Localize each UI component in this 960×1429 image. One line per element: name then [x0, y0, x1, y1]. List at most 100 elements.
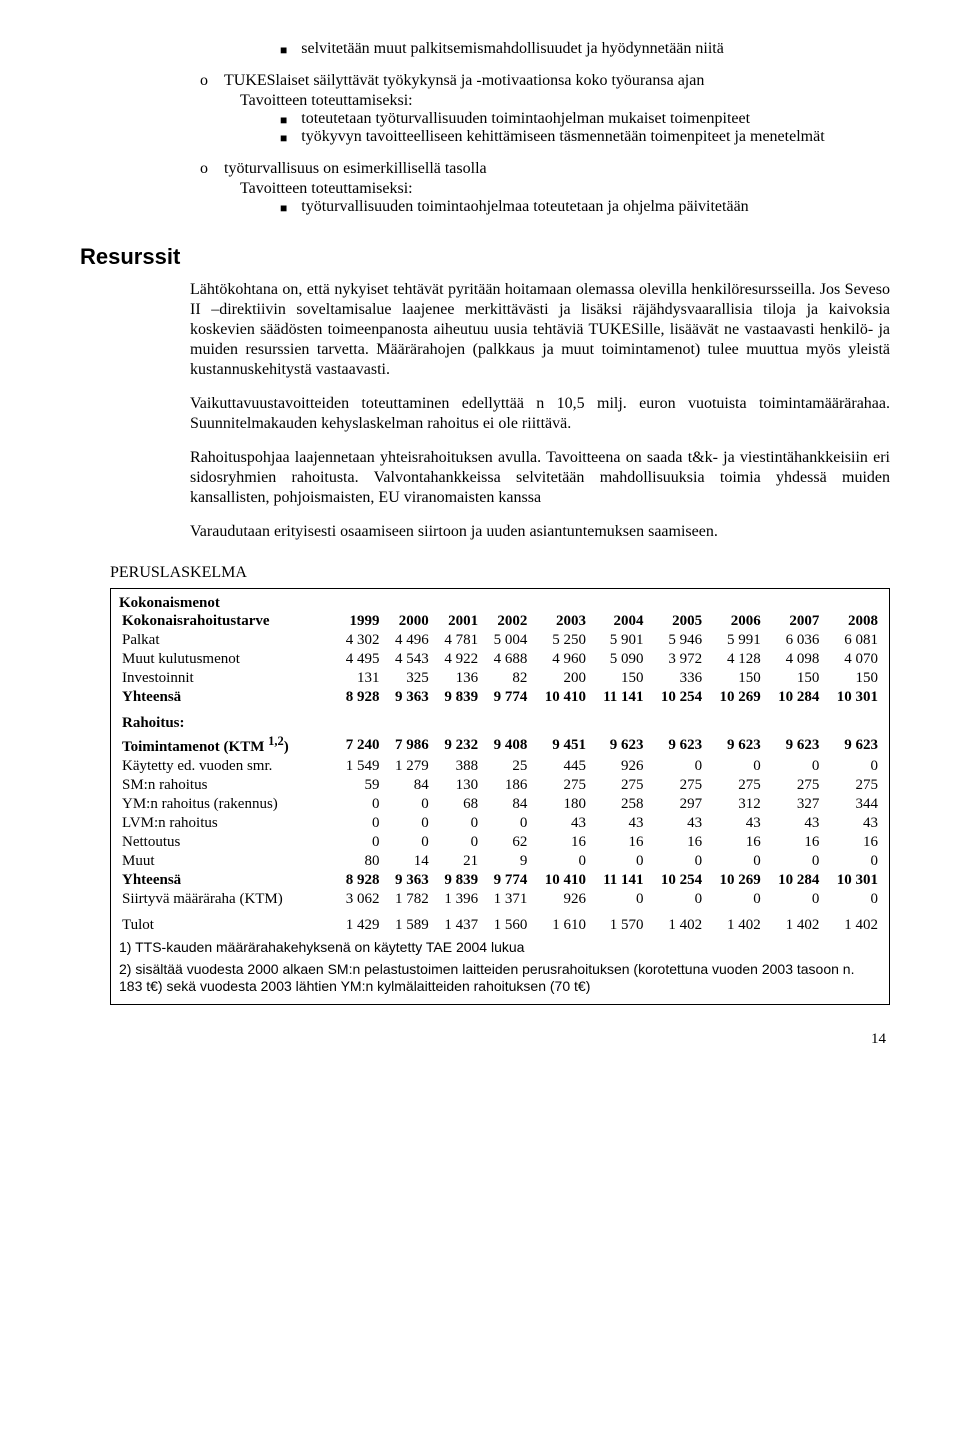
cell-value: 59: [333, 776, 382, 795]
table-row: Palkat4 3024 4964 7815 0045 2505 9015 94…: [119, 631, 881, 650]
cell-value: 4 922: [432, 650, 481, 669]
table-title: PERUSLASKELMA: [110, 564, 890, 582]
table-header-row: Kokonaisrahoitustarve1999200020012002200…: [119, 612, 881, 631]
square-bullet-icon: ■: [280, 201, 287, 216]
cell-value: 4 781: [432, 631, 481, 650]
circle-marker-icon: o: [200, 160, 208, 178]
cell-value: 258: [589, 795, 647, 814]
cell-value: 0: [764, 890, 823, 909]
cell-value: 180: [530, 795, 589, 814]
cell-value: 1 782: [383, 890, 432, 909]
cell-value: 9 839: [432, 688, 481, 707]
list-subline: Tavoitteen toteuttamiseksi:: [240, 92, 890, 110]
cell-value: 11 141: [589, 871, 647, 890]
cell-value: 9 839: [432, 871, 481, 890]
cell-value: 9 623: [647, 733, 706, 757]
cell-value: 7 240: [333, 733, 382, 757]
cell-value: 0: [822, 852, 881, 871]
paragraph: Lähtökohtana on, että nykyiset tehtävät …: [190, 280, 890, 380]
cell-value: 1 437: [432, 909, 481, 935]
table-subheading: Kokonaismenot: [119, 595, 881, 612]
cell-value: 275: [647, 776, 706, 795]
table-row: Toimintamenot (KTM 1,2)7 2407 9869 2329 …: [119, 733, 881, 757]
cell-value: 0: [764, 852, 823, 871]
cell-value: 9 232: [432, 733, 481, 757]
cell-value: 21: [432, 852, 481, 871]
column-header: 2005: [647, 612, 706, 631]
cell-value: 325: [383, 669, 432, 688]
cell-value: 4 070: [822, 650, 881, 669]
cell-value: 1 429: [333, 909, 382, 935]
cell-value: 9 623: [822, 733, 881, 757]
row-label: Palkat: [119, 631, 333, 650]
cell-value: 926: [589, 757, 647, 776]
row-label: Muut kulutusmenot: [119, 650, 333, 669]
cell-value: 4 543: [383, 650, 432, 669]
cell-value: 9 363: [383, 688, 432, 707]
cell-value: 4 496: [383, 631, 432, 650]
list-subline: Tavoitteen toteuttamiseksi:: [240, 180, 890, 198]
cell-value: 336: [647, 669, 706, 688]
column-header: 2002: [481, 612, 530, 631]
cell-value: 8 928: [333, 871, 382, 890]
paragraph: Rahoituspohjaa laajennetaan yhteisrahoit…: [190, 448, 890, 508]
cell-value: 1 396: [432, 890, 481, 909]
cell-value: 5 004: [481, 631, 530, 650]
table-row: Siirtyvä määräraha (KTM)3 0621 7821 3961…: [119, 890, 881, 909]
cell-value: 0: [647, 852, 706, 871]
cell-value: 186: [481, 776, 530, 795]
page-number: 14: [110, 1031, 890, 1048]
column-header: 2003: [530, 612, 589, 631]
cell-value: 0: [383, 833, 432, 852]
column-header: 2007: [764, 612, 823, 631]
table-row: Muut8014219000000: [119, 852, 881, 871]
table-row: Muut kulutusmenot4 4954 5434 9224 6884 9…: [119, 650, 881, 669]
cell-value: 0: [647, 757, 706, 776]
row-label: Investoinnit: [119, 669, 333, 688]
table-subheading: Rahoitus:: [119, 707, 881, 733]
row-label: Siirtyvä määräraha (KTM): [119, 890, 333, 909]
cell-value: 4 098: [764, 650, 823, 669]
column-header: 2006: [705, 612, 764, 631]
cell-value: 10 301: [822, 871, 881, 890]
table-row: Yhteensä8 9289 3639 8399 77410 41011 141…: [119, 871, 881, 890]
cell-value: 9 451: [530, 733, 589, 757]
cell-value: 14: [383, 852, 432, 871]
row-label: Käytetty ed. vuoden smr.: [119, 757, 333, 776]
column-header: Kokonaisrahoitustarve: [119, 612, 333, 631]
cell-value: 344: [822, 795, 881, 814]
footnote: 2) sisältää vuodesta 2000 alkaen SM:n pe…: [119, 961, 881, 996]
cell-value: 10 410: [530, 871, 589, 890]
cell-value: 150: [822, 669, 881, 688]
cell-value: 9 363: [383, 871, 432, 890]
cell-value: 16: [589, 833, 647, 852]
section-heading: Resurssit: [80, 244, 890, 270]
cell-value: 5 250: [530, 631, 589, 650]
square-bullet-icon: ■: [280, 113, 287, 128]
circle-marker-icon: o: [200, 72, 208, 90]
list-item: o työturvallisuus on esimerkillisellä ta…: [200, 160, 890, 178]
table-row: Tulot1 4291 5891 4371 5601 6101 5701 402…: [119, 909, 881, 935]
paragraph: Vaikuttavuustavoitteiden toteuttaminen e…: [190, 394, 890, 434]
cell-value: 0: [647, 890, 706, 909]
cell-value: 82: [481, 669, 530, 688]
cell-value: 9 623: [764, 733, 823, 757]
bullet-item: ■ selvitetään muut palkitsemismahdollisu…: [280, 40, 890, 58]
cell-value: 0: [333, 814, 382, 833]
cell-value: 43: [705, 814, 764, 833]
cell-value: 9 623: [705, 733, 764, 757]
bullet-item: ■ työkyvyn tavoitteelliseen kehittämisee…: [280, 128, 890, 146]
cell-value: 80: [333, 852, 382, 871]
cell-value: 1 402: [822, 909, 881, 935]
cell-value: 0: [333, 833, 382, 852]
column-header: 2001: [432, 612, 481, 631]
table-row: LVM:n rahoitus0000434343434343: [119, 814, 881, 833]
paragraph: Varaudutaan erityisesti osaamiseen siirt…: [190, 522, 890, 542]
table-row: Yhteensä8 9289 3639 8399 77410 41011 141…: [119, 688, 881, 707]
square-bullet-icon: ■: [280, 131, 287, 146]
cell-value: 5 946: [647, 631, 706, 650]
table-row: SM:n rahoitus598413018627527527527527527…: [119, 776, 881, 795]
cell-value: 43: [589, 814, 647, 833]
cell-value: 136: [432, 669, 481, 688]
cell-value: 0: [383, 795, 432, 814]
